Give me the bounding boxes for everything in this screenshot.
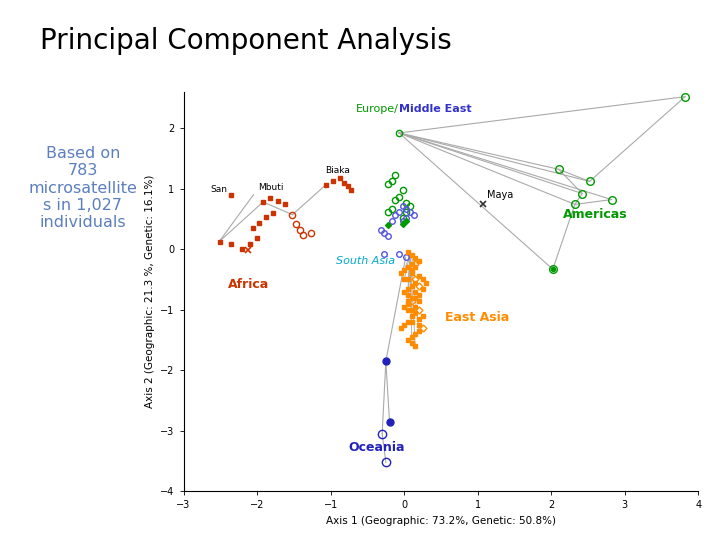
Text: Biaka: Biaka — [325, 166, 351, 176]
Text: San: San — [210, 185, 228, 193]
Text: Americas: Americas — [563, 207, 628, 221]
Text: Mbuti: Mbuti — [258, 183, 283, 192]
Text: Europe/: Europe/ — [356, 104, 399, 114]
Text: Oceania: Oceania — [348, 441, 405, 454]
Text: Based on
783
microsatellite
s in 1,027
individuals: Based on 783 microsatellite s in 1,027 i… — [28, 146, 138, 231]
Text: Principal Component Analysis: Principal Component Analysis — [40, 27, 451, 55]
Text: East Asia: East Asia — [445, 310, 509, 323]
Text: Maya: Maya — [487, 190, 513, 200]
Text: Africa: Africa — [228, 278, 269, 291]
Text: South Asia: South Asia — [336, 256, 395, 266]
Y-axis label: Axis 2 (Geographic: 21.3 %, Genetic: 16.1%): Axis 2 (Geographic: 21.3 %, Genetic: 16.… — [145, 175, 155, 408]
X-axis label: Axis 1 (Geographic: 73.2%, Genetic: 50.8%): Axis 1 (Geographic: 73.2%, Genetic: 50.8… — [326, 516, 556, 526]
Text: Middle East: Middle East — [399, 104, 472, 114]
